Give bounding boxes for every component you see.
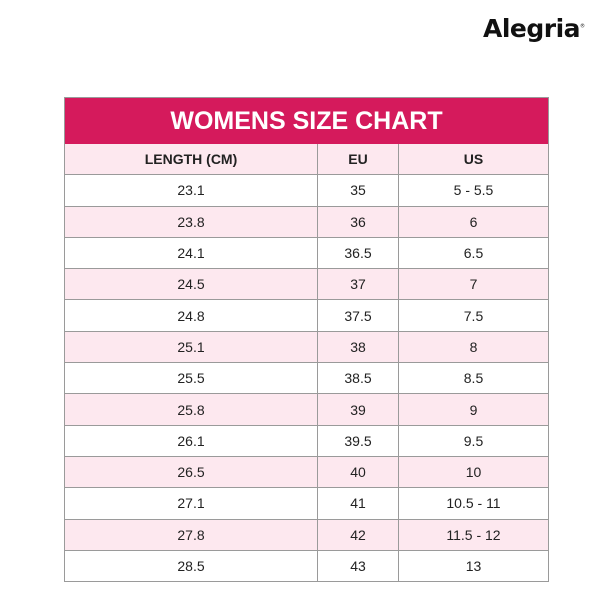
us-cell: 6.5 [398, 236, 548, 270]
us-cell: 6 [398, 205, 548, 238]
table-row: 25.5 38.5 8.5 [65, 362, 548, 395]
eu-cell: 39 [317, 393, 399, 426]
us-cell: 9 [398, 393, 548, 426]
length-cell: 25.8 [65, 393, 318, 426]
chart-title: WOMENS SIZE CHART [65, 98, 548, 144]
column-header-length: LENGTH (CM) [65, 144, 318, 176]
length-cell: 27.8 [65, 518, 318, 551]
table-row: 24.8 37.5 7.5 [65, 299, 548, 332]
us-cell: 9.5 [398, 424, 548, 457]
table-row: 25.8 39 9 [65, 393, 548, 426]
length-cell: 26.1 [65, 424, 318, 457]
table-row: 28.5 43 13 [65, 549, 548, 582]
column-header-eu: EU [317, 144, 399, 176]
length-cell: 27.1 [65, 487, 318, 520]
us-cell: 5 - 5.5 [398, 174, 548, 207]
eu-cell: 42 [317, 518, 399, 551]
length-cell: 24.5 [65, 268, 318, 301]
size-table: LENGTH (CM) EU US 23.1 35 5 - 5.5 23.8 36 6 24… [65, 144, 548, 582]
table-row: 25.1 38 8 [65, 330, 548, 364]
length-cell: 23.8 [65, 205, 318, 238]
us-cell: 11.5 - 12 [398, 518, 548, 551]
us-cell: 8.5 [398, 362, 548, 395]
length-cell: 26.5 [65, 455, 318, 489]
table-row: 26.5 40 10 [65, 455, 548, 489]
eu-cell: 35 [317, 174, 399, 207]
column-header-us: US [398, 144, 548, 176]
length-cell: 25.5 [65, 362, 318, 395]
eu-cell: 38 [317, 330, 399, 364]
table-row: 23.1 35 5 - 5.5 [65, 174, 548, 207]
us-cell: 7.5 [398, 299, 548, 332]
us-cell: 10.5 - 11 [398, 487, 548, 520]
us-cell: 13 [398, 549, 548, 582]
size-chart: WOMENS SIZE CHART LENGTH (CM) EU US 23.1… [64, 97, 549, 583]
length-cell: 24.8 [65, 299, 318, 332]
table-row: 27.1 41 10.5 - 11 [65, 487, 548, 520]
eu-cell: 37.5 [317, 299, 399, 332]
table-row: 23.8 36 6 [65, 205, 548, 238]
eu-cell: 38.5 [317, 362, 399, 395]
eu-cell: 41 [317, 487, 399, 520]
length-cell: 25.1 [65, 330, 318, 364]
table-row: 27.8 42 11.5 - 12 [65, 518, 548, 551]
us-cell: 10 [398, 455, 548, 489]
eu-cell: 43 [317, 549, 399, 582]
eu-cell: 36.5 [317, 236, 399, 270]
header-row: LENGTH (CM) EU US [65, 144, 548, 176]
table-row: 24.1 36.5 6.5 [65, 236, 548, 270]
length-cell: 23.1 [65, 174, 318, 207]
logo-text: Alegria [483, 14, 581, 43]
table-row: 26.1 39.5 9.5 [65, 424, 548, 457]
length-cell: 28.5 [65, 549, 318, 582]
eu-cell: 40 [317, 455, 399, 489]
eu-cell: 37 [317, 268, 399, 301]
eu-cell: 36 [317, 205, 399, 238]
alegria-logo: Alegria® [483, 14, 585, 43]
us-cell: 8 [398, 330, 548, 364]
eu-cell: 39.5 [317, 424, 399, 457]
length-cell: 24.1 [65, 236, 318, 270]
us-cell: 7 [398, 268, 548, 301]
table-row: 24.5 37 7 [65, 268, 548, 301]
